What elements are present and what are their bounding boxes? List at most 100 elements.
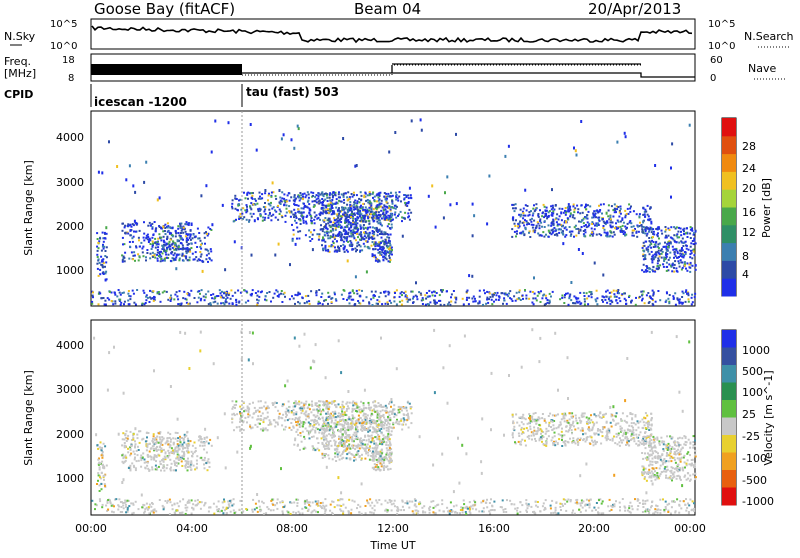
echo-cell [305, 234, 307, 236]
echo-cell [318, 203, 320, 205]
echo-cell [344, 236, 346, 238]
echo-cell [187, 438, 189, 440]
echo-cell [318, 236, 320, 238]
echo-cell [211, 297, 213, 299]
echo-cell [551, 188, 553, 191]
echo-cell [295, 212, 297, 214]
echo-cell [644, 232, 646, 234]
echo-cell [647, 251, 649, 253]
echo-cell [330, 230, 332, 232]
echo-cell [302, 193, 304, 195]
echo-cell [184, 447, 186, 449]
echo-cell [356, 293, 358, 295]
echo-cell [264, 189, 266, 192]
echo-cell [194, 258, 196, 260]
echo-cell [232, 199, 234, 201]
echo-cell [678, 256, 680, 258]
echo-cell [312, 446, 314, 448]
echo-cell [530, 221, 532, 223]
echo-cell [408, 427, 410, 429]
echo-cell [325, 438, 327, 440]
echo-cell [665, 300, 667, 302]
echo-cell [402, 235, 404, 238]
echo-cell [689, 271, 691, 273]
echo-cell [345, 221, 347, 223]
echo-cell [280, 211, 282, 213]
echo-cell [155, 230, 157, 232]
echo-cell [689, 266, 691, 268]
echo-cell [667, 298, 669, 300]
echo-cell [390, 244, 392, 246]
echo-cell [131, 226, 133, 228]
echo-cell [114, 292, 116, 294]
echo-cell [141, 248, 143, 250]
echo-cell [688, 294, 690, 296]
echo-cell [363, 217, 365, 219]
echo-cell [299, 230, 301, 232]
echo-cell [562, 234, 564, 236]
echo-cell [377, 245, 379, 247]
echo-cell [306, 223, 308, 225]
echo-cell [641, 269, 643, 271]
echo-cell [130, 469, 132, 471]
echo-cell [188, 223, 190, 225]
echo-cell [265, 295, 267, 297]
echo-cell [319, 219, 321, 221]
echo-cell [97, 250, 99, 252]
echo-cell [389, 401, 391, 403]
echo-cell [129, 298, 131, 300]
echo-cell [195, 256, 197, 258]
echo-cell [630, 301, 632, 303]
echo-cell [373, 233, 375, 235]
echo-cell [150, 243, 152, 245]
echo-cell [351, 438, 353, 440]
echo-cell [180, 238, 182, 240]
echo-cell [679, 298, 681, 300]
echo-cell [275, 217, 277, 219]
echo-cell [129, 303, 131, 305]
echo-cell [335, 460, 337, 462]
echo-cell [511, 236, 513, 238]
echo-cell [566, 229, 568, 231]
echo-cell [624, 210, 626, 212]
echo-cell [587, 204, 589, 206]
echo-cell [610, 300, 612, 302]
echo-cell [205, 296, 207, 298]
echo-cell [356, 194, 358, 196]
echo-cell [456, 202, 458, 205]
echo-cell [355, 428, 357, 430]
echo-cell [613, 290, 615, 292]
echo-cell [295, 411, 297, 413]
echo-cell [99, 269, 101, 271]
echo-cell [321, 428, 323, 430]
echo-cell [642, 220, 644, 223]
echo-cell [669, 252, 671, 254]
echo-cell [368, 435, 370, 437]
echo-cell [532, 227, 534, 229]
echo-cell [425, 304, 427, 306]
echo-cell [300, 219, 302, 221]
echo-cell [374, 227, 376, 229]
echo-cell [692, 301, 694, 303]
echo-cell [232, 295, 234, 297]
echo-cell [373, 220, 375, 222]
echo-cell [436, 292, 438, 294]
echo-cell [356, 242, 358, 244]
echo-cell [635, 304, 637, 306]
echo-cell [101, 250, 103, 252]
echo-cell [268, 407, 270, 409]
echo-cell [267, 412, 269, 414]
echo-cell [323, 300, 325, 302]
echo-cell [618, 297, 620, 299]
echo-cell [422, 303, 424, 305]
echo-cell [358, 234, 360, 236]
echo-cell [652, 236, 654, 238]
echo-cell [474, 298, 476, 300]
echo-cell [182, 245, 184, 247]
echo-cell [279, 197, 281, 199]
echo-cell [255, 411, 257, 413]
echo-cell [384, 218, 386, 220]
echo-cell [133, 293, 135, 295]
echo-cell [175, 257, 177, 259]
echo-cell [174, 259, 176, 261]
